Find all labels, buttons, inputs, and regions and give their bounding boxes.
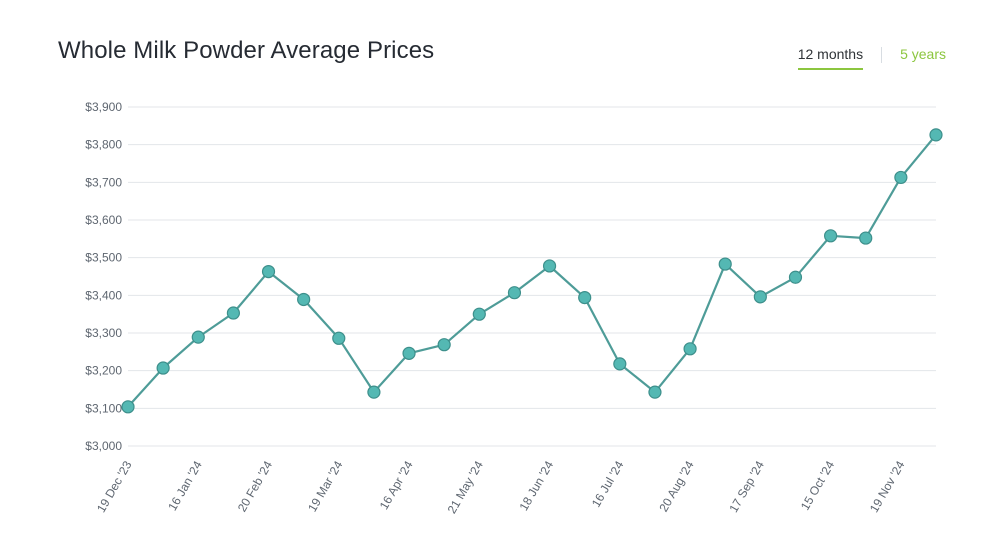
data-point[interactable] [578,290,592,305]
data-point[interactable] [753,290,767,304]
data-point[interactable] [402,346,416,360]
y-tick-label: $3,100 [85,401,122,415]
y-tick-label: $3,700 [85,175,122,189]
y-tick-label: $3,300 [85,326,122,340]
data-point[interactable] [507,286,522,300]
range-12-months-tab[interactable]: 12 months [797,46,864,70]
data-point[interactable] [718,257,732,271]
data-point[interactable] [156,361,170,375]
page-title: Whole Milk Powder Average Prices [58,37,435,64]
x-tick-label: 19 Dec '23 [94,458,135,515]
data-point[interactable] [226,306,240,320]
y-axis-ticks: $3,000 $3,100 $3,200 $3,300 $3,400 $3,500 $3,6… [85,100,122,453]
data-point[interactable] [788,270,803,284]
data-point[interactable] [437,338,451,352]
data-point[interactable] [929,128,943,142]
data-point[interactable] [191,330,205,344]
x-tick-label: 16 Jul '24 [589,458,627,509]
grid-layer [128,106,936,447]
data-point[interactable] [367,385,381,399]
x-tick-label: 17 Sep '24 [726,458,767,515]
data-point[interactable] [121,400,135,414]
data-point[interactable] [472,307,486,321]
y-tick-label: $3,900 [85,100,122,114]
y-tick-label: $3,600 [85,213,122,227]
data-point[interactable] [261,265,276,279]
data-point[interactable] [894,170,908,185]
data-point[interactable] [683,342,697,356]
series-layer [121,128,943,414]
x-tick-label: 16 Apr '24 [377,458,416,512]
y-tick-label: $3,500 [85,251,122,265]
series-line [127,134,937,408]
range-toggle: 12 months 5 years [797,46,946,70]
x-tick-label: 15 Oct '24 [798,458,837,512]
data-point[interactable] [332,331,346,345]
data-point[interactable] [542,259,557,273]
data-point[interactable] [613,357,627,371]
x-axis-ticks: 19 Dec '23 16 Jan '24 20 Feb '24 19 Mar '24… [94,458,908,516]
x-tick-label: 21 May '24 [445,458,486,516]
x-tick-label: 20 Feb '24 [235,458,275,514]
data-point[interactable] [297,292,311,307]
data-point[interactable] [824,229,838,243]
y-tick-label: $3,800 [85,138,122,152]
x-tick-label: 18 Jun '24 [517,458,557,513]
data-point[interactable] [859,231,873,245]
y-tick-label: $3,200 [85,364,122,378]
x-tick-label: 16 Jan '24 [165,458,205,513]
x-tick-label: 19 Mar '24 [305,458,345,514]
range-5-years-tab[interactable]: 5 years [900,46,946,62]
x-tick-label: 19 Nov '24 [867,458,908,515]
x-tick-label: 20 Aug '24 [656,458,696,514]
y-tick-label: $3,000 [85,439,122,453]
range-divider [881,47,883,63]
y-tick-label: $3,400 [85,288,122,302]
data-point[interactable] [648,385,662,399]
